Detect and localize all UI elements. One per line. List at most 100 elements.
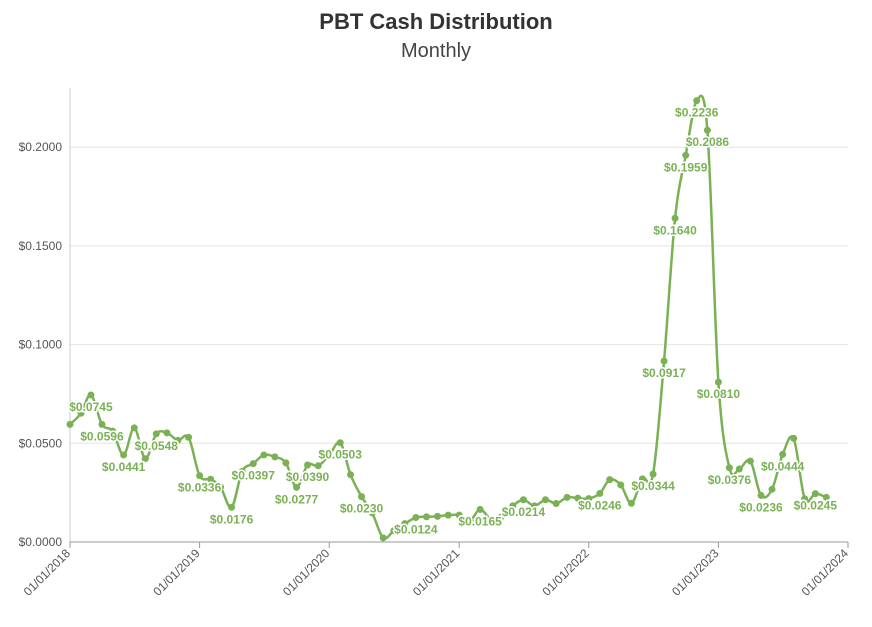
data-label: $0.0810 bbox=[697, 387, 741, 401]
data-point bbox=[585, 495, 593, 503]
data-point bbox=[596, 489, 604, 497]
data-point bbox=[293, 483, 301, 491]
data-label: $0.0745 bbox=[69, 400, 113, 414]
data-label: $0.0236 bbox=[739, 500, 783, 514]
data-point bbox=[77, 409, 85, 417]
x-tick-label: 01/01/2024 bbox=[799, 546, 852, 599]
data-point bbox=[606, 476, 614, 484]
data-point bbox=[401, 520, 409, 528]
data-point bbox=[304, 461, 312, 469]
data-point bbox=[207, 475, 215, 483]
data-point bbox=[347, 471, 355, 479]
data-point bbox=[282, 459, 290, 467]
data-label: $0.2086 bbox=[686, 135, 730, 149]
data-point bbox=[638, 475, 646, 483]
data-label: $0.0444 bbox=[761, 459, 805, 473]
data-label: $0.0390 bbox=[286, 470, 330, 484]
data-point bbox=[746, 457, 754, 465]
data-point bbox=[271, 453, 279, 461]
y-tick-label: $0.2000 bbox=[19, 140, 63, 154]
data-point bbox=[541, 496, 549, 504]
data-points bbox=[66, 97, 830, 542]
data-point bbox=[476, 505, 484, 513]
data-label: $0.1959 bbox=[664, 160, 708, 174]
data-point bbox=[757, 491, 765, 499]
data-point bbox=[249, 460, 257, 468]
data-point bbox=[196, 472, 204, 480]
data-label: $0.0230 bbox=[340, 502, 384, 516]
data-label: $0.0503 bbox=[319, 448, 363, 462]
data-point bbox=[509, 502, 517, 510]
data-point bbox=[87, 391, 95, 399]
grid-lines bbox=[70, 146, 848, 444]
data-point bbox=[163, 429, 171, 437]
data-point bbox=[714, 378, 722, 386]
data-point bbox=[217, 483, 225, 491]
data-point bbox=[423, 513, 431, 521]
data-point bbox=[120, 451, 128, 459]
data-point bbox=[66, 420, 74, 428]
data-point bbox=[693, 97, 701, 105]
data-point bbox=[455, 511, 463, 519]
data-label: $0.0246 bbox=[578, 498, 622, 512]
data-point bbox=[434, 512, 442, 520]
y-tick-label: $0.0000 bbox=[19, 535, 63, 549]
x-axis-ticks: 01/01/2018 01/01/2019 01/01/2020 01/01/2021… bbox=[21, 542, 852, 599]
data-point bbox=[444, 511, 452, 519]
data-point bbox=[671, 214, 679, 222]
data-point bbox=[725, 464, 733, 472]
data-point bbox=[735, 465, 743, 473]
data-point bbox=[811, 490, 819, 498]
data-labels: $0.0745 $0.0596 $0.0441 $0.0548 $0.0336 $0.01… bbox=[68, 104, 839, 538]
data-point bbox=[260, 451, 268, 459]
data-point bbox=[530, 502, 538, 510]
data-point bbox=[519, 496, 527, 504]
x-tick-label: 01/01/2020 bbox=[280, 546, 333, 599]
data-label: $0.0917 bbox=[642, 366, 686, 380]
data-label: $0.0277 bbox=[275, 492, 319, 506]
data-point bbox=[358, 493, 366, 501]
chart-subtitle: Monthly bbox=[400, 40, 472, 62]
data-point bbox=[617, 481, 625, 489]
x-tick-label: 01/01/2021 bbox=[410, 546, 463, 599]
data-point bbox=[563, 493, 571, 501]
data-point bbox=[130, 424, 138, 432]
data-label: $0.0336 bbox=[178, 481, 222, 495]
y-axis-ticks: $0.0000 $0.0500 $0.1000 $0.1500 $0.2000 bbox=[19, 140, 63, 549]
data-point bbox=[660, 357, 668, 365]
data-label: $0.0596 bbox=[80, 429, 124, 443]
data-point bbox=[682, 151, 690, 159]
data-label: $0.1640 bbox=[653, 223, 697, 237]
data-point bbox=[703, 126, 711, 134]
data-label: $0.0176 bbox=[210, 512, 254, 526]
data-point bbox=[768, 485, 776, 493]
data-label: $0.0376 bbox=[708, 473, 752, 487]
y-tick-label: $0.1000 bbox=[19, 338, 63, 352]
data-point bbox=[649, 470, 657, 478]
data-point bbox=[487, 515, 495, 523]
data-label: $0.0548 bbox=[135, 439, 179, 453]
y-tick-label: $0.0500 bbox=[19, 436, 63, 450]
data-point bbox=[98, 420, 106, 428]
data-label: $0.0165 bbox=[458, 514, 502, 528]
data-point bbox=[174, 436, 182, 444]
data-point bbox=[627, 499, 635, 507]
data-point bbox=[412, 514, 420, 522]
data-point bbox=[238, 467, 246, 475]
data-point bbox=[336, 439, 344, 447]
data-point bbox=[801, 495, 809, 503]
x-tick-label: 01/01/2019 bbox=[150, 546, 203, 599]
data-point bbox=[368, 509, 376, 517]
data-point bbox=[466, 516, 474, 524]
data-label: $0.0214 bbox=[502, 505, 546, 519]
data-point bbox=[314, 462, 322, 470]
x-tick-label: 01/01/2022 bbox=[540, 546, 593, 599]
data-point bbox=[390, 527, 398, 535]
x-tick-label: 01/01/2023 bbox=[669, 546, 722, 599]
data-point bbox=[325, 451, 333, 459]
data-label: $0.0245 bbox=[794, 499, 838, 513]
data-point bbox=[822, 493, 830, 501]
data-label: $0.0124 bbox=[394, 523, 438, 537]
data-point bbox=[109, 427, 117, 435]
